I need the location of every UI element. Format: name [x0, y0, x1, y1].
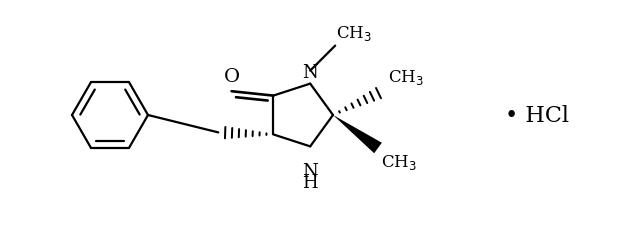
Text: O: O [223, 68, 239, 86]
Text: N: N [302, 163, 318, 181]
Text: H: H [302, 174, 318, 191]
Text: CH$_3$: CH$_3$ [388, 68, 424, 87]
Polygon shape [333, 116, 382, 154]
Text: CH$_3$: CH$_3$ [336, 24, 372, 43]
Text: N: N [302, 64, 318, 82]
Text: • HCl: • HCl [505, 105, 569, 126]
Text: CH$_3$: CH$_3$ [381, 152, 417, 171]
